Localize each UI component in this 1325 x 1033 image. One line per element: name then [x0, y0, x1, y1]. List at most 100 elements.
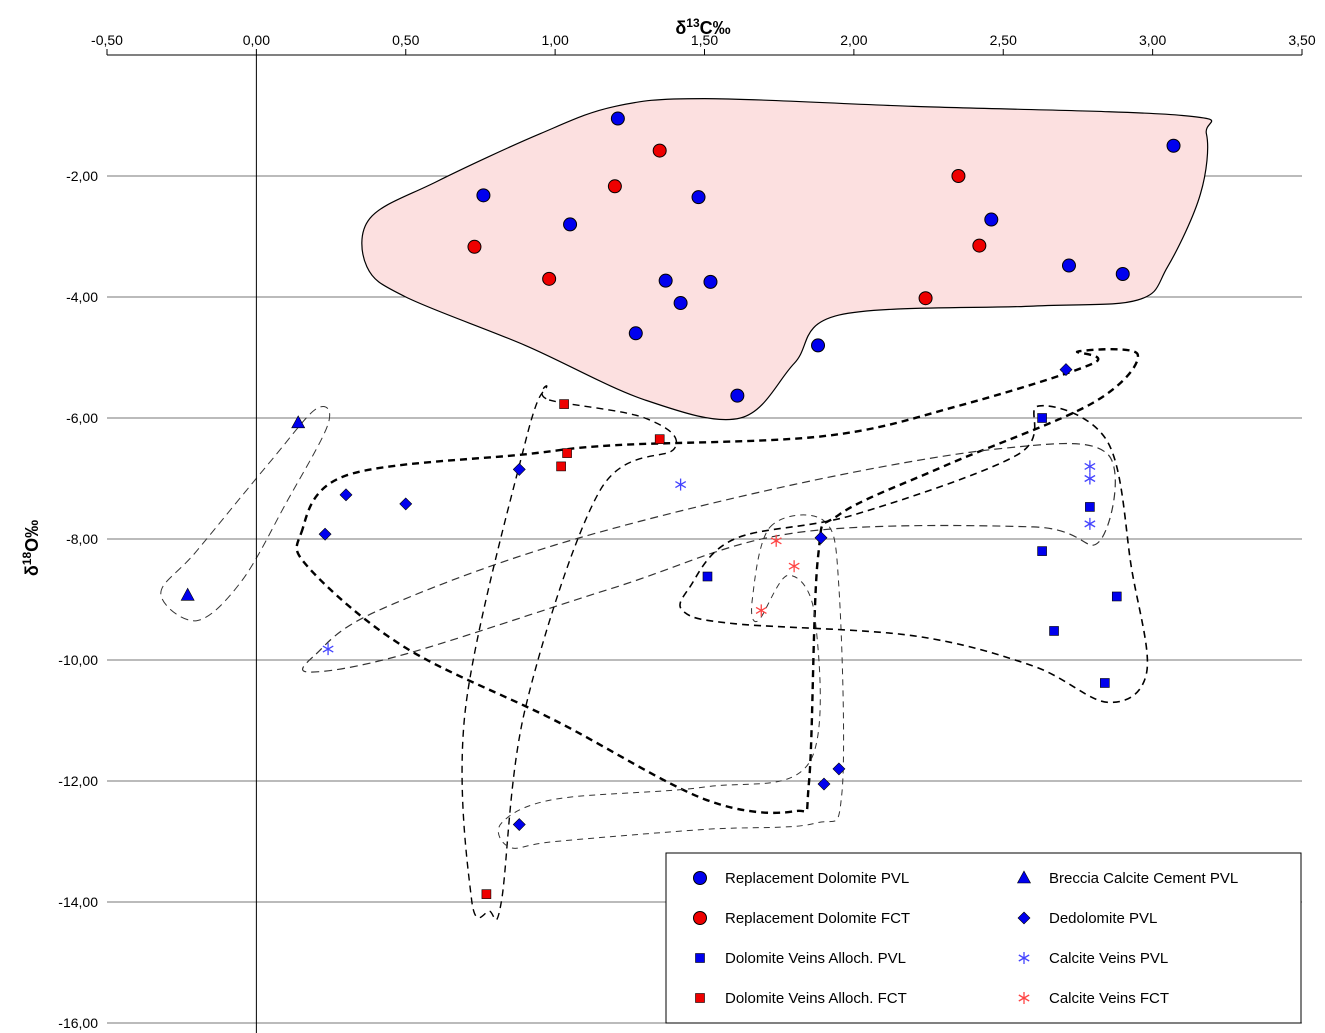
- data-point: [291, 415, 306, 429]
- data-point: [811, 338, 826, 353]
- x-tick-label: -0,50: [91, 32, 123, 48]
- data-point: [832, 762, 846, 776]
- legend: Replacement Dolomite PVL Breccia Calcite …: [665, 852, 1302, 1024]
- data-point: [814, 531, 828, 545]
- data-point: [1085, 502, 1095, 512]
- field-dolomite-veins-pvl: [679, 404, 1149, 704]
- x-tick-label: 3,50: [1288, 32, 1315, 48]
- series-dolomite-veins-alloch-pvl: [702, 413, 1122, 688]
- data-point: [1111, 591, 1122, 602]
- field-calcite-veins: [301, 442, 1116, 673]
- field-dolomite-veins-fct: [461, 385, 678, 921]
- y-tick-label: -16,00: [58, 1015, 98, 1031]
- legend-entry: Dolomite Veins Alloch. FCT: [695, 990, 907, 1007]
- field-breccia-cement: [160, 406, 331, 622]
- field-dedolomite-main: [295, 347, 1140, 815]
- data-point: [1049, 626, 1059, 636]
- data-point: [703, 274, 718, 289]
- data-point: [607, 179, 622, 194]
- data-point: [730, 388, 745, 403]
- legend-entry: Breccia Calcite Cement PVL: [1016, 870, 1238, 887]
- data-point: [654, 434, 665, 444]
- legend-label: Replacement Dolomite PVL: [725, 870, 909, 887]
- data-point: [673, 296, 688, 311]
- y-axis-title: δ18O‰: [20, 520, 42, 576]
- data-point: [755, 604, 767, 617]
- x-tick-label: 1,50: [691, 32, 718, 48]
- legend-marker: [1017, 911, 1031, 925]
- legend-label: Dolomite Veins Alloch. FCT: [725, 990, 907, 1007]
- data-point: [512, 818, 526, 831]
- series-dolomite-veins-alloch-fct: [481, 399, 665, 899]
- legend-marker: [1018, 952, 1030, 964]
- y-tick-label: -6,00: [66, 410, 98, 426]
- x-tick-label: 1,00: [542, 32, 569, 48]
- legend-label: Dolomite Veins Alloch. PVL: [725, 950, 906, 967]
- series-calcite-veins-pvl: [322, 460, 1096, 656]
- data-point: [972, 238, 987, 253]
- legend-entry: Replacement Dolomite FCT: [693, 910, 910, 927]
- series-dedolomite-pvl: [318, 363, 1073, 831]
- legend-label: Calcite Veins FCT: [1049, 990, 1169, 1007]
- field-outlines: [160, 97, 1213, 921]
- field-replacement-dolomite: [361, 97, 1213, 421]
- data-point: [1061, 258, 1076, 273]
- legend-marker: [1018, 992, 1030, 1004]
- data-point: [1037, 413, 1047, 423]
- data-point: [658, 273, 673, 288]
- legend-marker: [693, 911, 707, 925]
- data-point: [1100, 678, 1110, 688]
- legend-entry: Dolomite Veins Alloch. PVL: [695, 950, 906, 967]
- data-points: [180, 111, 1181, 899]
- data-point: [610, 111, 625, 126]
- series-calcite-veins-fct: [755, 534, 800, 617]
- legend-box: [665, 852, 1302, 1024]
- x-tick-label: 2,50: [990, 32, 1017, 48]
- data-point: [1059, 363, 1073, 377]
- axes: -0,50 0,00 0,50 1,00 1,50 2,00 2,50 3,00 3,50 -2,…: [58, 32, 1316, 1033]
- data-point: [817, 777, 831, 791]
- x-axis-title: δ13C‰: [675, 16, 730, 38]
- y-tick-label: -8,00: [66, 531, 98, 547]
- y-tick-label: -4,00: [66, 289, 98, 305]
- data-point: [476, 188, 491, 203]
- data-point: [512, 463, 526, 476]
- legend-marker: [695, 953, 705, 963]
- legend-entry: Replacement Dolomite PVL: [693, 870, 909, 887]
- x-tick-label: 0,50: [392, 32, 419, 48]
- data-point: [691, 190, 706, 205]
- data-point: [481, 889, 492, 899]
- data-point: [1084, 460, 1096, 473]
- data-point: [542, 271, 557, 286]
- data-point: [770, 534, 782, 547]
- data-point: [628, 326, 643, 341]
- data-point: [563, 217, 578, 232]
- data-point: [339, 488, 353, 502]
- data-point: [318, 527, 332, 541]
- legend-entry: Dedolomite PVL: [1017, 910, 1157, 927]
- legend-entry: Calcite Veins FCT: [1018, 990, 1169, 1007]
- legend-marker: [693, 871, 707, 885]
- x-tick-label: 2,00: [840, 32, 867, 48]
- legend-label: Dedolomite PVL: [1049, 910, 1157, 927]
- legend-marker: [695, 993, 705, 1003]
- y-tick-label: -14,00: [58, 894, 98, 910]
- y-tick-label: -2,00: [66, 168, 98, 184]
- data-point: [951, 169, 966, 183]
- y-tick-label: -12,00: [58, 773, 98, 789]
- data-point: [1037, 546, 1047, 556]
- data-point: [559, 399, 569, 409]
- data-point: [1115, 267, 1130, 282]
- legend-entry: Calcite Veins PVL: [1018, 950, 1168, 967]
- series-replacement-dolomite-pvl: [476, 111, 1181, 403]
- data-point: [788, 560, 800, 573]
- data-point: [652, 143, 667, 158]
- data-point: [562, 448, 572, 458]
- data-point: [1084, 517, 1096, 530]
- legend-label: Breccia Calcite Cement PVL: [1049, 870, 1238, 887]
- data-point: [984, 212, 999, 227]
- data-point: [675, 478, 687, 491]
- data-point: [399, 497, 413, 511]
- legend-label: Replacement Dolomite FCT: [725, 910, 910, 927]
